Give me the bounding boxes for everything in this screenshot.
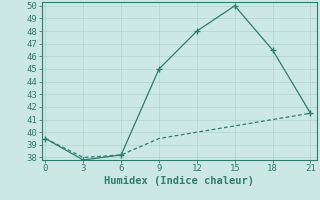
X-axis label: Humidex (Indice chaleur): Humidex (Indice chaleur): [104, 176, 254, 186]
